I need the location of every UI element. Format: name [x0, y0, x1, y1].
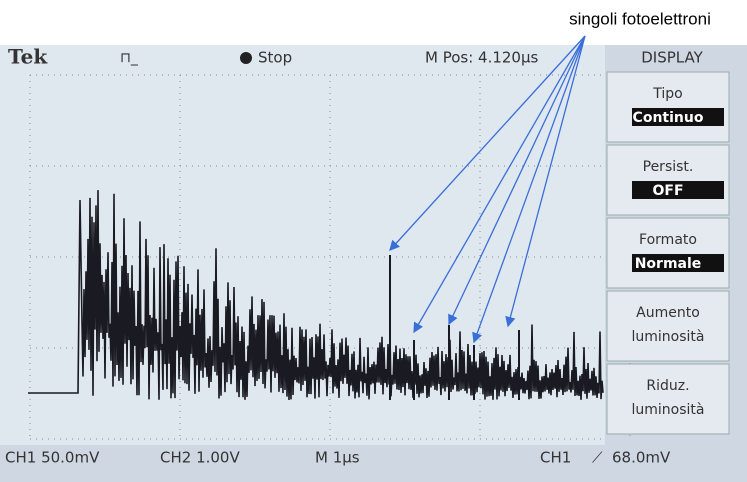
trigger-slope: ⟋ [592, 449, 603, 467]
menu-value: Normale [635, 256, 702, 272]
time-scale: M 1µs [315, 449, 360, 467]
trigger-icon: ⊓_ [120, 50, 139, 66]
menu-value: Continuo [633, 110, 704, 126]
arrow [413, 35, 586, 334]
ch1-scale: CH1 50.0mV [5, 449, 100, 467]
menu-box [606, 290, 730, 362]
arrow [472, 35, 586, 344]
position: M Pos: 4.120µs [425, 49, 539, 67]
waveform [28, 190, 604, 401]
menu-label: Formato [639, 232, 697, 248]
ch2-scale: CH2 1.00V [160, 449, 240, 467]
menu-value-box [632, 181, 724, 199]
menu-box [606, 363, 730, 435]
menu-box [606, 144, 730, 216]
menu-label: Persist. [643, 159, 694, 175]
annotation-label: singoli fotoelettroni [569, 9, 711, 28]
menu-value-box [632, 108, 724, 126]
trigger-level: 68.0mV [612, 449, 671, 467]
menu-label: Tipo [652, 86, 682, 102]
brand: Tek [8, 45, 48, 69]
menu-label: Aumento [636, 305, 700, 321]
run-state: Stop [258, 49, 292, 67]
menu-value: luminosità [632, 402, 705, 418]
label-background [500, 0, 747, 40]
menu: Tipo Continuo Persist. OFF Formato Normale Aum… [606, 71, 730, 435]
arrow [448, 35, 586, 326]
trace [28, 190, 604, 401]
menu-label: Riduz. [646, 378, 689, 394]
trigger-channel: CH1 [540, 449, 571, 467]
menu-value: OFF [652, 183, 683, 199]
annotation-arrows [389, 35, 586, 344]
menu-title: DISPLAY [641, 49, 703, 67]
stop-dot [240, 52, 252, 64]
arrow [389, 35, 586, 251]
menu-box [606, 217, 730, 289]
menu-value: luminosità [632, 329, 705, 345]
arrow [505, 35, 586, 328]
menu-box [606, 71, 730, 143]
menu-value-box [632, 254, 724, 272]
